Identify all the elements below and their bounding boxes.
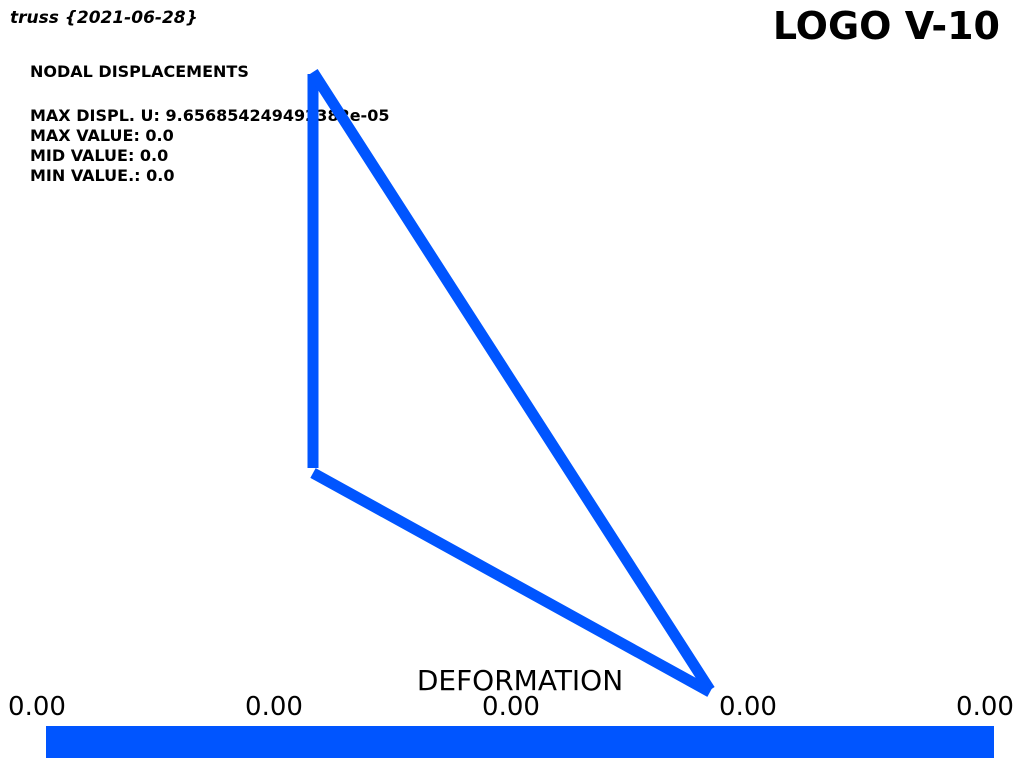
window-title: truss {2021-06-28} (10, 8, 198, 28)
truss-member-bc (308, 69, 715, 693)
logo-text: LOGO V-10 (772, 4, 1000, 48)
scalar-bar-title: DEFORMATION (416, 664, 624, 697)
min-value-text: MIN VALUE.: 0.0 (30, 166, 175, 185)
truss-member-ca (310, 468, 713, 697)
max-value-text: MAX VALUE: 0.0 (30, 126, 174, 145)
max-displacement-text: MAX DISPL. U: 9.656854249492382e-05 (30, 106, 390, 125)
scalar-bar-tick-2: 0.00 (482, 692, 540, 722)
scalar-bar-colorbar (46, 726, 994, 758)
info-panel: NODAL DISPLACEMENTS MAX DISPL. U: 9.6568… (30, 62, 389, 186)
scalar-bar-tick-1: 0.00 (245, 692, 303, 722)
info-heading: NODAL DISPLACEMENTS (30, 62, 249, 81)
mid-value-text: MID VALUE: 0.0 (30, 146, 169, 165)
scalar-bar-tick-3: 0.00 (719, 692, 777, 722)
scalar-bar-tick-0: 0.00 (8, 692, 66, 722)
scalar-bar-tick-4: 0.00 (956, 692, 1014, 722)
